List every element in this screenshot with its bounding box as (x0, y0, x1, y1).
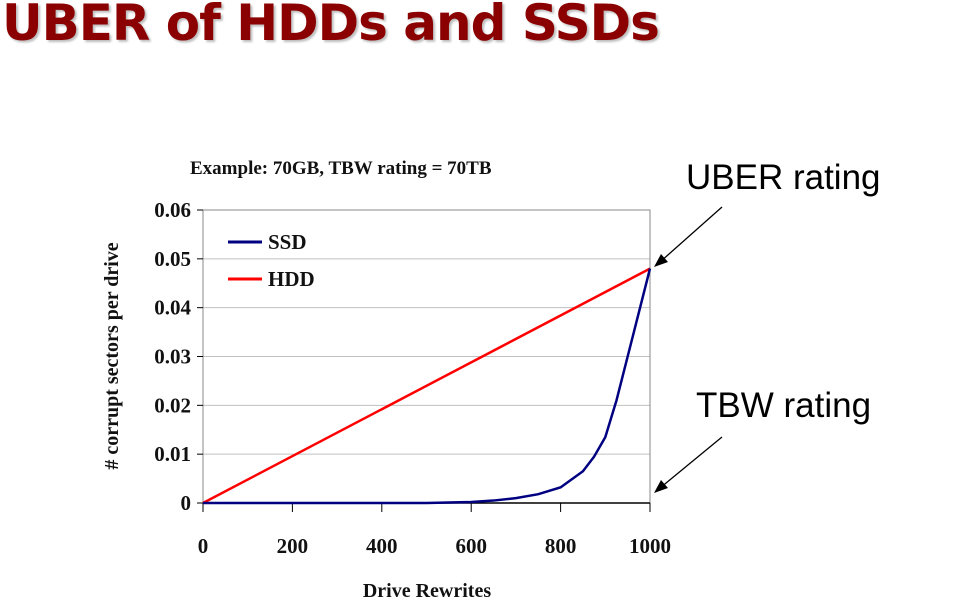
x-tick-label: 800 (545, 534, 577, 558)
chart-title: Example: 70GB, TBW rating = 70TB (190, 158, 492, 179)
legend-ssd-label: SSD (268, 230, 307, 254)
y-tick-label: 0.02 (154, 393, 191, 417)
x-tick-label: 200 (277, 534, 309, 558)
y-axis-ticks: 0 0.01 0.02 0.03 0.04 0.05 0.06 (154, 198, 203, 515)
slide-title: UBER of HDDs and SSDs (2, 0, 660, 52)
y-tick-label: 0.04 (154, 296, 191, 320)
x-axis-ticks: 0 200 400 600 800 1000 (198, 503, 671, 558)
y-tick-label: 0 (181, 491, 192, 515)
tbw-arrow (654, 436, 723, 493)
x-axis-label: Drive Rewrites (363, 580, 491, 602)
legend: SSD HDD (228, 230, 315, 291)
uber-arrow (654, 206, 723, 267)
tbw-rating-annotation: TBW rating (696, 386, 872, 425)
legend-hdd-label: HDD (268, 267, 315, 291)
y-tick-label: 0.06 (154, 198, 191, 222)
y-axis-label: # corrupt sectors per drive (101, 242, 123, 469)
uber-rating-annotation: UBER rating (686, 158, 881, 197)
x-tick-label: 600 (455, 534, 487, 558)
x-tick-label: 400 (366, 534, 398, 558)
x-tick-label: 1000 (629, 534, 671, 558)
ssd-series-line (203, 268, 652, 505)
y-tick-label: 0.03 (154, 345, 191, 369)
y-tick-label: 0.01 (154, 442, 191, 466)
y-tick-label: 0.05 (154, 247, 191, 271)
x-tick-label: 0 (198, 534, 209, 558)
hdd-series-line (202, 267, 651, 505)
